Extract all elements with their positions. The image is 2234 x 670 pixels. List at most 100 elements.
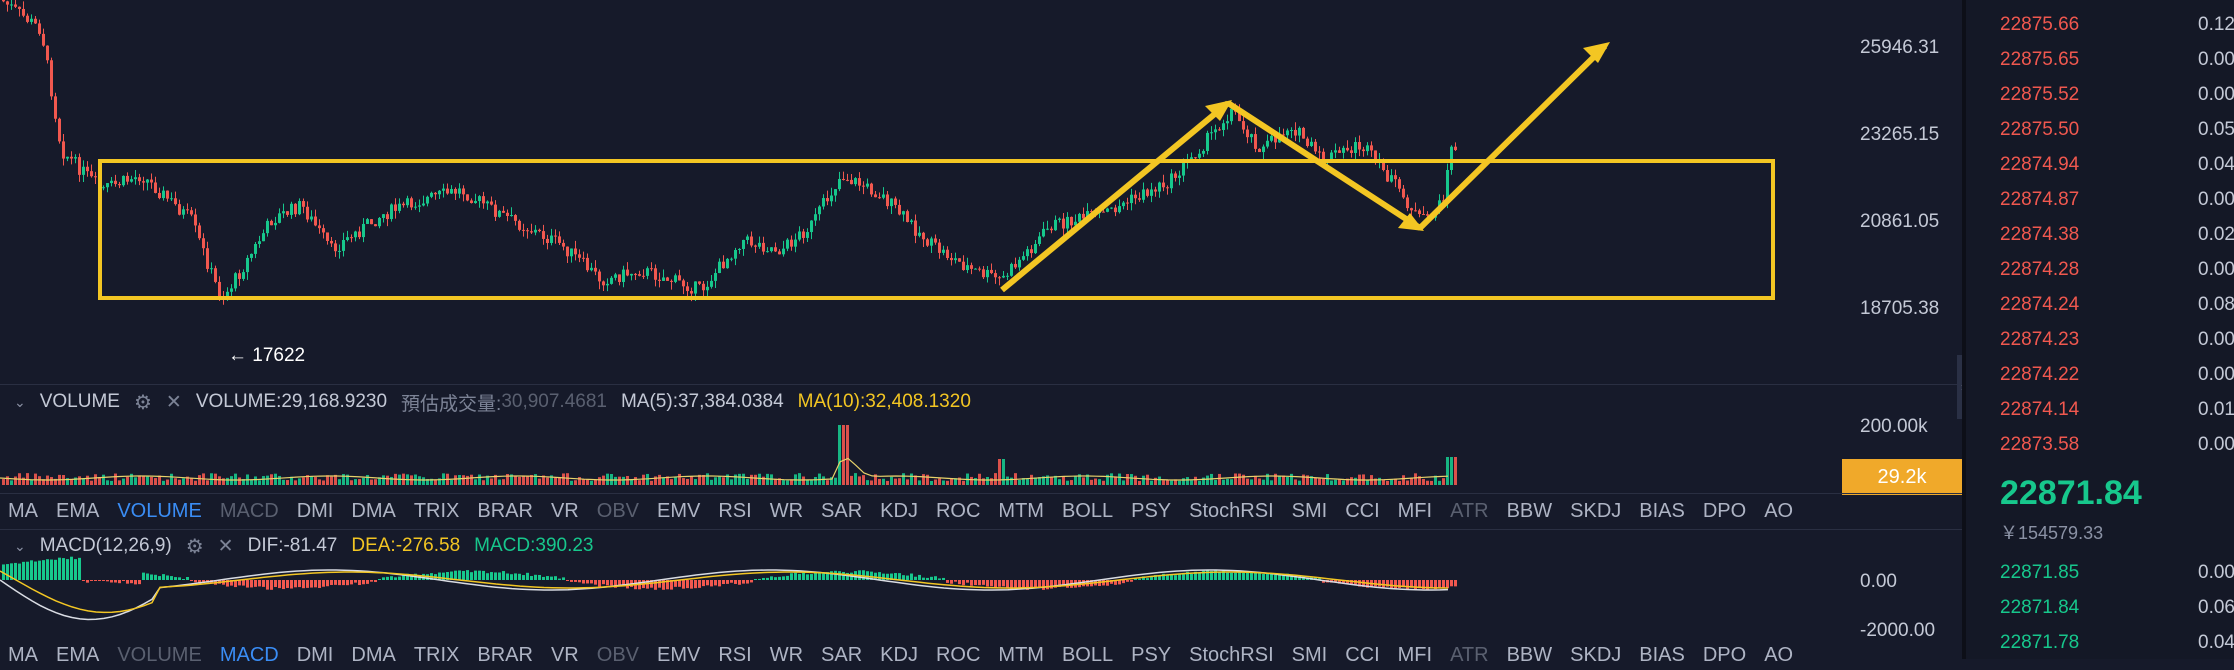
ask-row[interactable]: 22874.28 0.00 — [1966, 253, 2234, 288]
ask-row[interactable]: 22874.14 0.01 — [1966, 393, 2234, 428]
chart-area[interactable]: 25946.31 23265.15 20861.05 18705.38 ← 17… — [0, 0, 1962, 666]
tab-bias[interactable]: BIAS — [1639, 643, 1685, 666]
ask-row[interactable]: 22874.24 0.08 — [1966, 288, 2234, 323]
bid-quantity: 0.06 — [2198, 597, 2234, 618]
ask-row[interactable]: 22875.65 0.00 — [1966, 43, 2234, 78]
tab-roc[interactable]: ROC — [935, 499, 981, 522]
tab-ma[interactable]: MA — [8, 643, 38, 666]
tab-ema[interactable]: EMA — [56, 499, 100, 522]
tab-psy[interactable]: PSY — [1131, 643, 1172, 666]
tab-cci[interactable]: CCI — [1345, 643, 1380, 666]
tab-bias[interactable]: BIAS — [1639, 499, 1685, 522]
tab-ao[interactable]: AO — [1764, 643, 1794, 666]
tab-bbw[interactable]: BBW — [1506, 643, 1553, 666]
tab-dmi[interactable]: DMI — [296, 643, 334, 666]
tab-sar[interactable]: SAR — [821, 643, 863, 666]
volume-bar — [330, 476, 333, 485]
tab-smi[interactable]: SMI — [1291, 499, 1328, 522]
tab-atr[interactable]: ATR — [1450, 499, 1489, 522]
close-icon[interactable]: ✕ — [217, 535, 234, 557]
macd-histogram-bar — [126, 580, 129, 584]
tab-dma[interactable]: DMA — [351, 643, 396, 666]
tab-vr[interactable]: VR — [550, 499, 579, 522]
tab-mtm[interactable]: MTM — [998, 499, 1044, 522]
tab-ao[interactable]: AO — [1764, 499, 1794, 522]
pane-divider[interactable] — [0, 493, 1962, 494]
tab-wr[interactable]: WR — [769, 499, 804, 522]
collapse-icon[interactable]: ⌄ — [14, 393, 26, 410]
tab-vr[interactable]: VR — [550, 643, 579, 666]
tab-rsi[interactable]: RSI — [718, 499, 752, 522]
tab-emv[interactable]: EMV — [657, 499, 701, 522]
tab-boll[interactable]: BOLL — [1061, 499, 1114, 522]
volume-bar — [1234, 473, 1237, 485]
tab-ema[interactable]: EMA — [56, 643, 100, 666]
volume-bar — [1298, 480, 1301, 485]
tab-dmi[interactable]: DMI — [296, 499, 334, 522]
ask-row[interactable]: 22874.22 0.00 — [1966, 358, 2234, 393]
tab-stochrsi[interactable]: StochRSI — [1189, 643, 1274, 666]
tab-mtm[interactable]: MTM — [998, 643, 1044, 666]
tab-volume[interactable]: VOLUME — [117, 643, 202, 666]
tab-wr[interactable]: WR — [769, 643, 804, 666]
tab-boll[interactable]: BOLL — [1061, 643, 1114, 666]
tab-macd[interactable]: MACD — [219, 499, 279, 522]
tab-sar[interactable]: SAR — [821, 499, 863, 522]
tab-obv[interactable]: OBV — [596, 499, 640, 522]
ask-row[interactable]: 22874.23 0.00 — [1966, 323, 2234, 358]
settings-icon[interactable]: ⚙ — [185, 535, 204, 558]
volume-bar — [698, 474, 701, 485]
tab-obv[interactable]: OBV — [596, 643, 640, 666]
tab-atr[interactable]: ATR — [1450, 643, 1489, 666]
tab-skdj[interactable]: SKDJ — [1570, 499, 1622, 522]
macd-histogram-bar — [994, 580, 997, 588]
candle-body — [558, 236, 561, 243]
tab-trix[interactable]: TRIX — [413, 499, 460, 522]
candle-body — [1126, 202, 1129, 204]
volume-bar — [1454, 457, 1457, 485]
tab-kdj[interactable]: KDJ — [880, 499, 918, 522]
tab-dpo[interactable]: DPO — [1702, 499, 1747, 522]
tab-kdj[interactable]: KDJ — [880, 643, 918, 666]
tab-dpo[interactable]: DPO — [1702, 643, 1747, 666]
candlestick-chart[interactable] — [0, 0, 1962, 659]
tab-skdj[interactable]: SKDJ — [1570, 643, 1622, 666]
tab-bbw[interactable]: BBW — [1506, 499, 1553, 522]
tab-smi[interactable]: SMI — [1291, 643, 1328, 666]
tab-stochrsi[interactable]: StochRSI — [1189, 499, 1274, 522]
tab-brar[interactable]: BRAR — [477, 643, 533, 666]
ask-row[interactable]: 22875.66 0.12 — [1966, 8, 2234, 43]
close-icon[interactable]: ✕ — [165, 391, 182, 413]
tab-emv[interactable]: EMV — [657, 643, 701, 666]
macd-histogram-bar — [66, 559, 69, 580]
ask-row[interactable]: 22875.50 0.05 — [1966, 113, 2234, 148]
tab-macd[interactable]: MACD — [219, 643, 279, 666]
tab-psy[interactable]: PSY — [1131, 499, 1172, 522]
volume-bar — [1002, 459, 1005, 485]
ask-row[interactable]: 22873.58 0.00 — [1966, 428, 2234, 463]
tab-dma[interactable]: DMA — [351, 499, 396, 522]
tab-trix[interactable]: TRIX — [413, 643, 460, 666]
tab-volume[interactable]: VOLUME — [117, 499, 202, 522]
tab-roc[interactable]: ROC — [935, 643, 981, 666]
tab-cci[interactable]: CCI — [1345, 499, 1380, 522]
tab-mfi[interactable]: MFI — [1397, 643, 1433, 666]
pane-divider[interactable] — [0, 529, 1962, 530]
ask-row[interactable]: 22874.38 0.02 — [1966, 218, 2234, 253]
tab-brar[interactable]: BRAR — [477, 499, 533, 522]
settings-icon[interactable]: ⚙ — [133, 391, 152, 414]
volume-bar — [658, 474, 661, 485]
ask-row[interactable]: 22875.52 0.00 — [1966, 78, 2234, 113]
tab-rsi[interactable]: RSI — [718, 643, 752, 666]
tab-ma[interactable]: MA — [8, 499, 38, 522]
bid-row[interactable]: 22871.85 0.00 — [1966, 556, 2234, 591]
volume-bar — [946, 480, 949, 485]
pane-divider[interactable] — [0, 384, 1962, 385]
ask-row[interactable]: 22874.94 0.04 — [1966, 148, 2234, 183]
ask-row[interactable]: 22874.87 0.00 — [1966, 183, 2234, 218]
macd-histogram-bar — [346, 580, 349, 586]
bid-row[interactable]: 22871.78 0.04 — [1966, 626, 2234, 661]
bid-row[interactable]: 22871.84 0.06 — [1966, 591, 2234, 626]
collapse-icon[interactable]: ⌄ — [14, 537, 26, 554]
tab-mfi[interactable]: MFI — [1397, 499, 1433, 522]
